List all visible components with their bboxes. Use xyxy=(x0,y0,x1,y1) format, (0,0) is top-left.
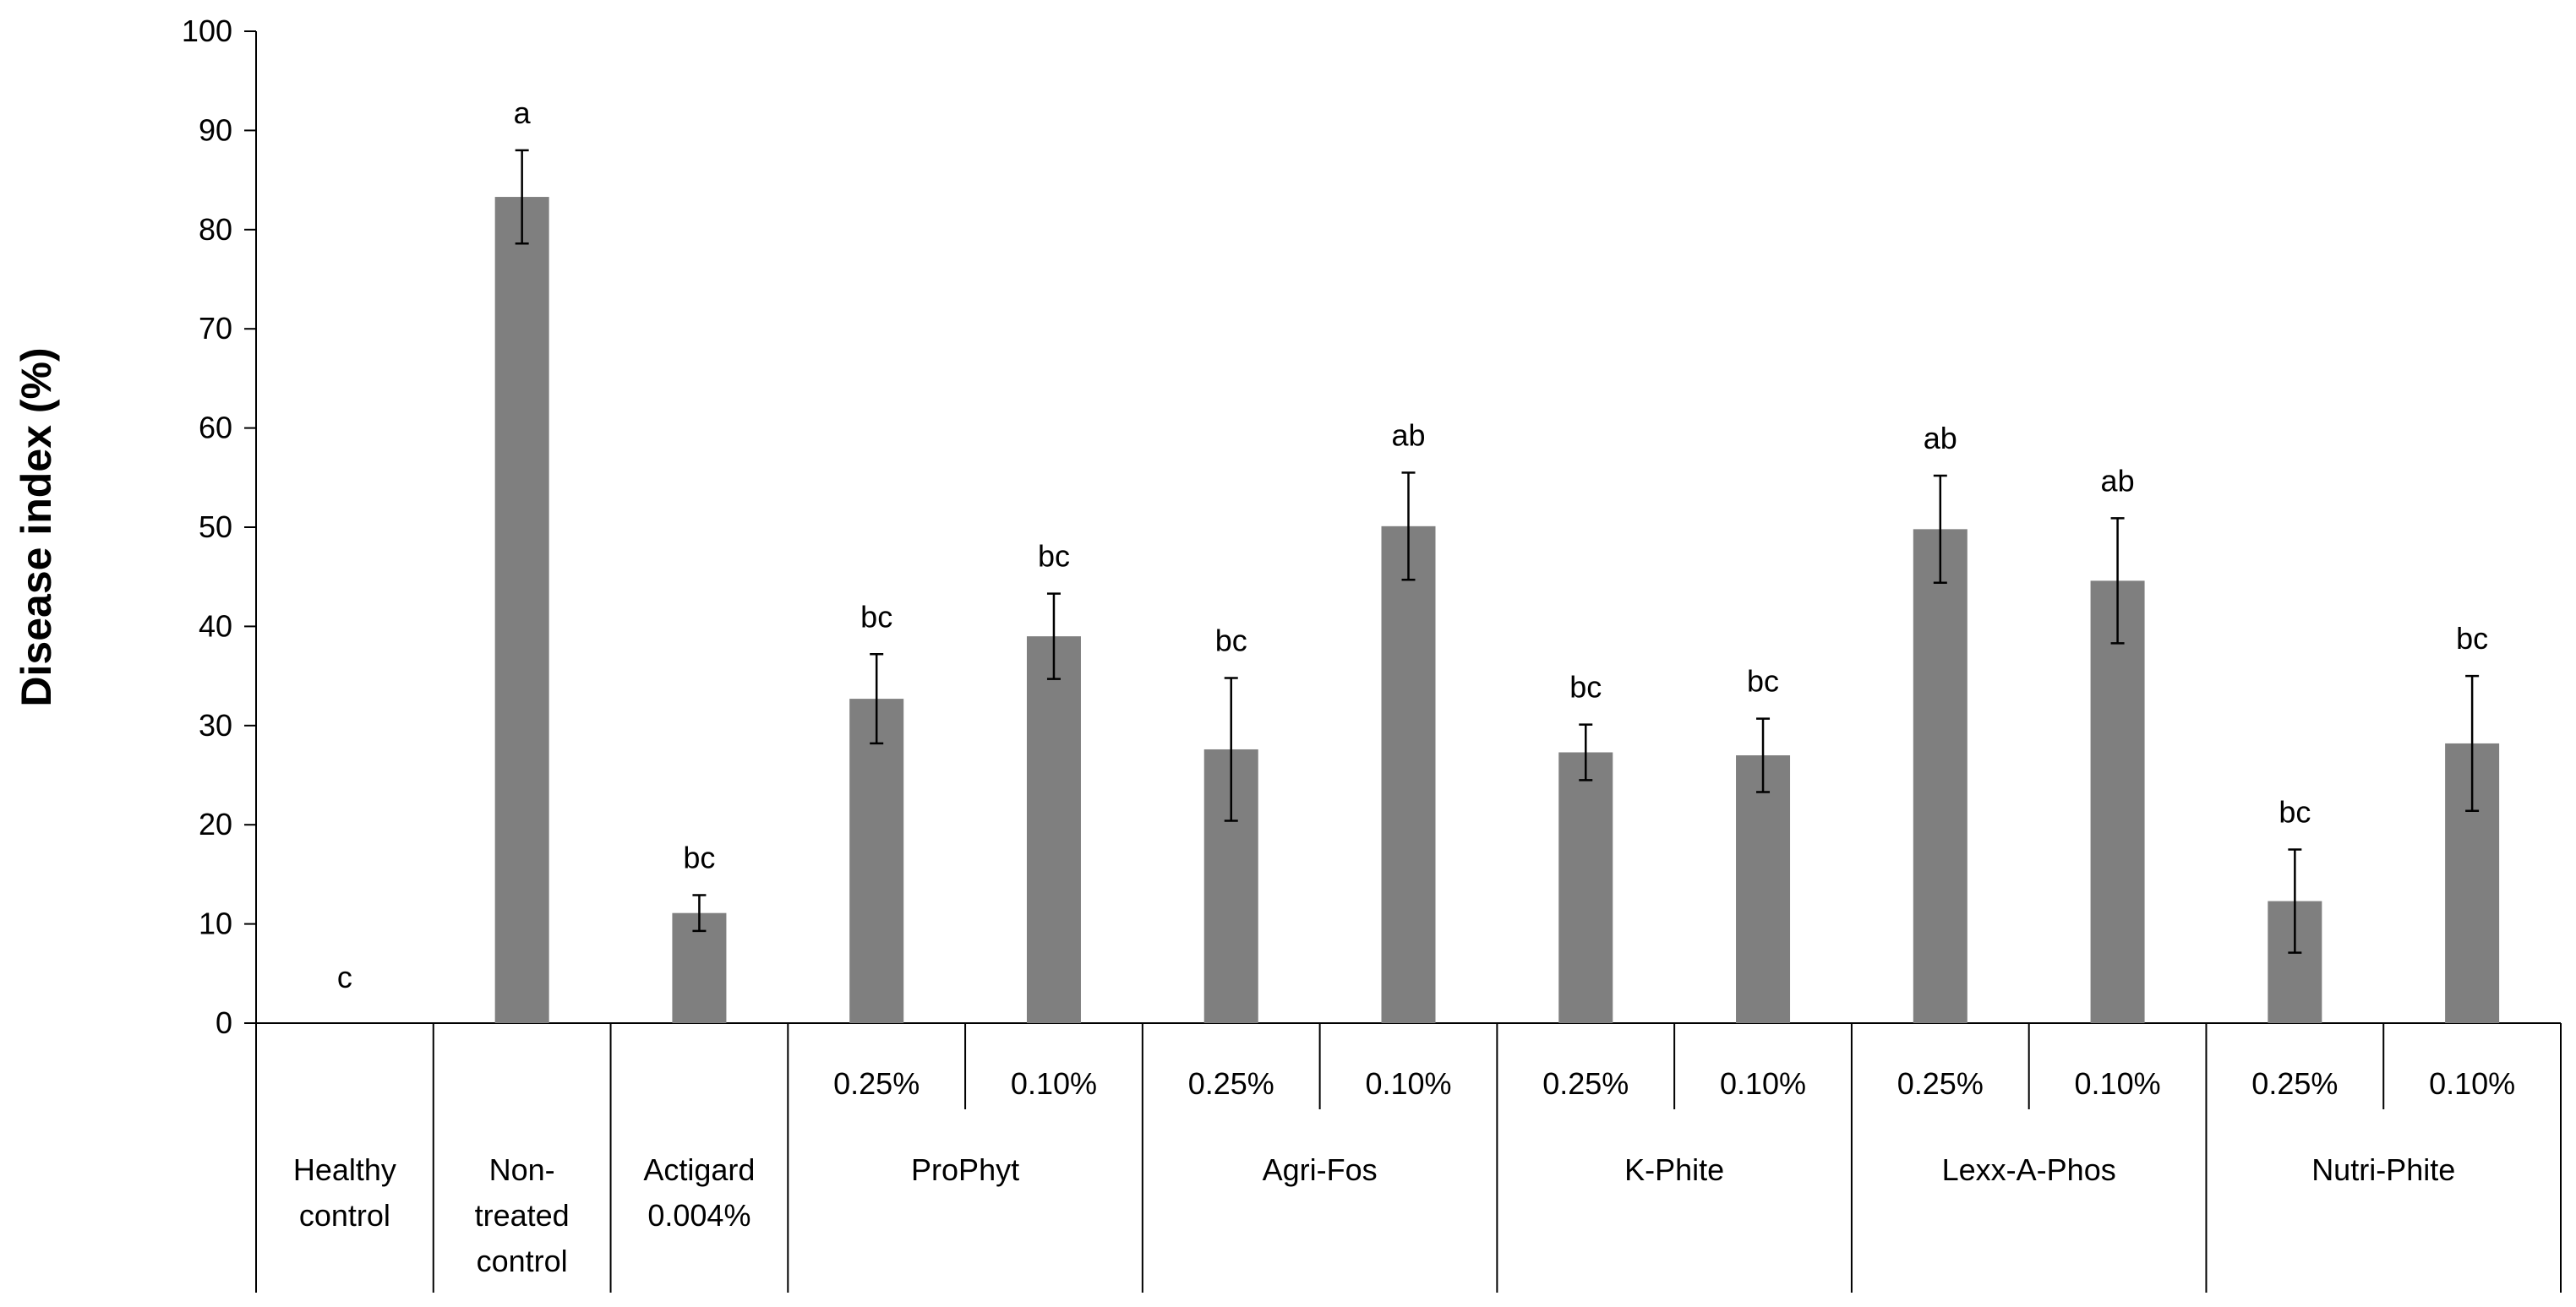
concentration-label: 0.25% xyxy=(833,1066,920,1101)
category-label: control xyxy=(477,1244,568,1278)
significance-letter: bc xyxy=(1215,623,1247,657)
y-tick-label: 80 xyxy=(199,212,232,247)
category-label: Non- xyxy=(489,1152,555,1187)
y-tick-label: 40 xyxy=(199,608,232,643)
category-label: control xyxy=(299,1198,390,1233)
bar xyxy=(1736,755,1791,1023)
significance-letter: bc xyxy=(860,599,892,634)
category-label: Healthy xyxy=(293,1152,396,1187)
y-tick-label: 70 xyxy=(199,311,232,346)
y-tick-label: 90 xyxy=(199,112,232,147)
y-tick-label: 100 xyxy=(182,14,232,48)
bar xyxy=(849,699,904,1023)
y-axis-label: Disease index (%) xyxy=(13,347,60,706)
category-label: Actigard xyxy=(643,1152,755,1187)
concentration-label: 0.25% xyxy=(1897,1066,1984,1101)
bar xyxy=(1026,636,1081,1023)
concentration-label: 0.10% xyxy=(1011,1066,1097,1101)
bar xyxy=(2090,580,2145,1023)
y-tick-label: 30 xyxy=(199,708,232,743)
bar xyxy=(494,197,549,1024)
concentration-label: 0.25% xyxy=(1542,1066,1629,1101)
bar xyxy=(1913,529,1967,1023)
category-label: Lexx-A-Phos xyxy=(1942,1152,2116,1187)
category-label: K-Phite xyxy=(1624,1152,1724,1187)
concentration-label: 0.10% xyxy=(1720,1066,1806,1101)
significance-letter: c xyxy=(337,960,352,994)
significance-letter: bc xyxy=(1038,539,1070,574)
significance-letter: bc xyxy=(2279,795,2311,830)
category-label: 0.004% xyxy=(647,1198,750,1233)
significance-letter: bc xyxy=(1747,664,1779,699)
concentration-label: 0.10% xyxy=(2429,1066,2515,1101)
significance-letter: bc xyxy=(2456,621,2488,656)
y-tick-label: 50 xyxy=(199,509,232,544)
y-tick-label: 20 xyxy=(199,807,232,841)
significance-letter: ab xyxy=(1924,421,1957,455)
bar xyxy=(1381,526,1436,1023)
concentration-label: 0.10% xyxy=(2075,1066,2161,1101)
significance-letter: a xyxy=(514,95,532,130)
y-tick-label: 0 xyxy=(216,1005,232,1040)
y-tick-label: 10 xyxy=(199,907,232,941)
concentration-label: 0.25% xyxy=(2251,1066,2338,1101)
y-tick-label: 60 xyxy=(199,411,232,445)
concentration-label: 0.25% xyxy=(1188,1066,1274,1101)
category-label: Agri-Fos xyxy=(1263,1152,1378,1187)
category-label: Nutri-Phite xyxy=(2311,1152,2455,1187)
concentration-label: 0.10% xyxy=(1365,1066,1451,1101)
category-label: treated xyxy=(475,1198,570,1233)
significance-letter: bc xyxy=(1569,670,1602,705)
bar xyxy=(1558,752,1613,1023)
significance-letter: ab xyxy=(2101,463,2135,498)
significance-letter: ab xyxy=(1391,417,1425,452)
category-label: ProPhyt xyxy=(911,1152,1019,1187)
significance-letter: bc xyxy=(683,841,715,875)
